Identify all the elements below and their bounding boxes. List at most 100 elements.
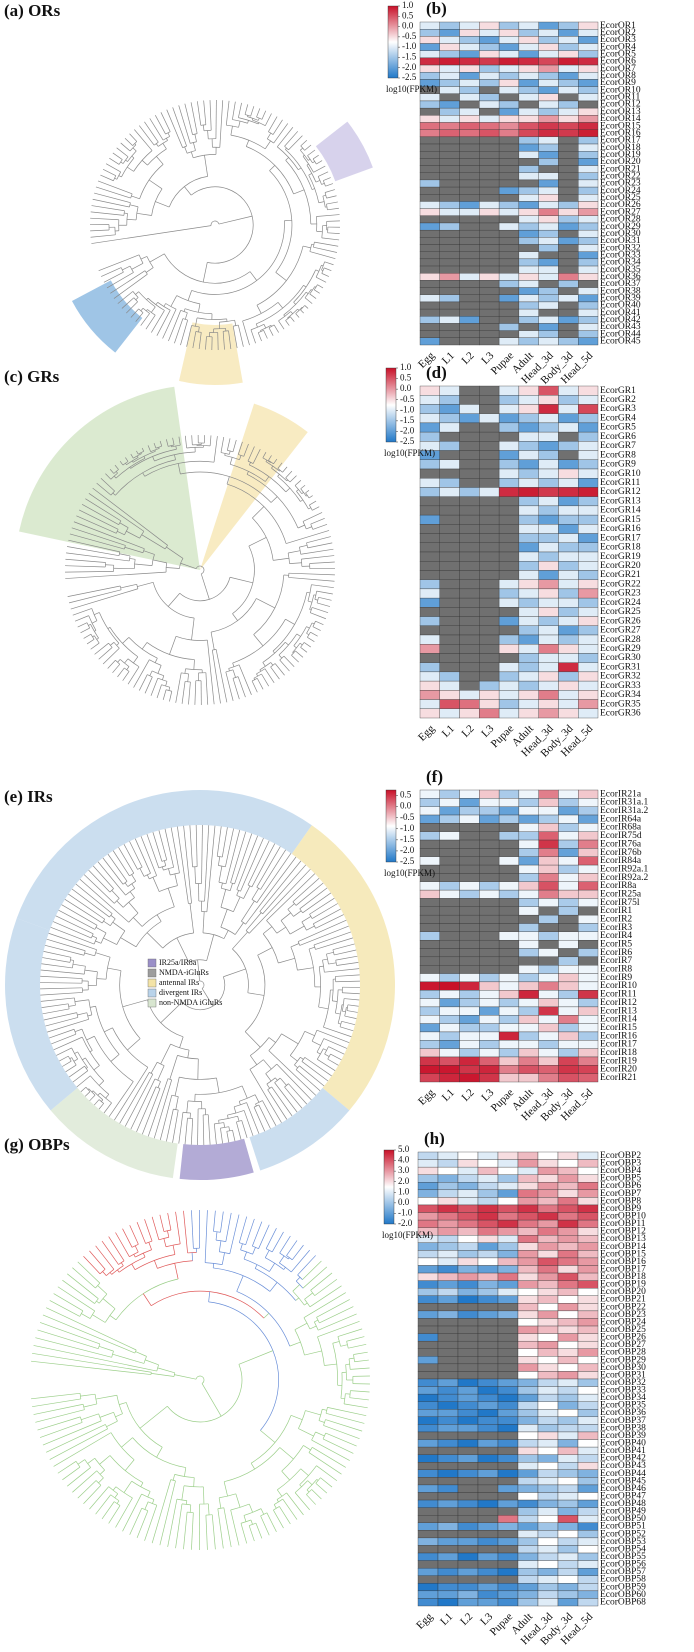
missing-cell bbox=[439, 931, 460, 941]
tree-branch bbox=[130, 308, 139, 318]
colorbar-tick-label: 4.0 bbox=[398, 1155, 410, 1165]
row-label: EcorIR11 bbox=[600, 990, 637, 1000]
row-label: EcorGR6 bbox=[600, 432, 636, 442]
tree-branch bbox=[312, 1447, 346, 1468]
tree-branch bbox=[190, 141, 197, 144]
heatmap-cell bbox=[419, 699, 440, 709]
tree-branch bbox=[270, 325, 272, 327]
tree-branch bbox=[295, 650, 304, 658]
missing-cell bbox=[497, 1348, 519, 1357]
tree-branch bbox=[62, 1466, 81, 1481]
row-label: EcorIR21a bbox=[600, 789, 642, 799]
tree-branch bbox=[300, 139, 308, 147]
tree-branch bbox=[184, 146, 188, 154]
tree-branch bbox=[99, 1469, 105, 1475]
tree-branch bbox=[271, 1231, 284, 1253]
heatmap-cell bbox=[417, 1182, 439, 1191]
heatmap-cell bbox=[537, 1469, 559, 1478]
tree-branch bbox=[135, 291, 139, 295]
heatmap-cell bbox=[538, 1015, 559, 1024]
tree-branch bbox=[220, 1211, 224, 1233]
tree-branch bbox=[212, 1263, 215, 1268]
heatmap-cell bbox=[497, 1401, 519, 1410]
heatmap-cell bbox=[557, 1424, 579, 1433]
tree-branch bbox=[286, 1240, 298, 1256]
heatmap-cell bbox=[457, 1212, 479, 1221]
tree-branch bbox=[232, 545, 255, 614]
tree-branch bbox=[65, 571, 167, 579]
row-label: EcorOR6 bbox=[600, 57, 636, 67]
heatmap-cell bbox=[538, 505, 559, 516]
tree-branch bbox=[88, 615, 97, 631]
tree-branch bbox=[324, 1363, 337, 1366]
heatmap-cell bbox=[537, 1288, 559, 1296]
tree-branch bbox=[80, 1087, 87, 1093]
heatmap-cell bbox=[477, 1295, 499, 1304]
missing-cell bbox=[498, 179, 520, 188]
heatmap-cell bbox=[577, 1295, 599, 1304]
heatmap-cell bbox=[439, 72, 460, 80]
heatmap-cell bbox=[439, 998, 460, 1008]
tree-branch bbox=[308, 1452, 342, 1475]
tree-branch bbox=[117, 667, 125, 678]
missing-cell bbox=[417, 1507, 439, 1516]
tree-branch bbox=[284, 131, 299, 147]
tree-branch bbox=[312, 154, 319, 160]
tree-branch bbox=[65, 565, 106, 568]
tree-branch bbox=[147, 309, 156, 316]
heatmap-cell bbox=[419, 29, 440, 37]
missing-cell bbox=[498, 505, 520, 516]
tree-branch bbox=[98, 1345, 114, 1352]
missing-cell bbox=[498, 906, 520, 916]
missing-cell bbox=[459, 100, 480, 109]
missing-cell bbox=[459, 172, 480, 181]
row-label: EcorOR42 bbox=[600, 315, 641, 325]
heatmap-cell bbox=[517, 1552, 539, 1561]
tree-branch bbox=[258, 122, 260, 125]
heatmap-cell bbox=[497, 1393, 519, 1402]
missing-cell bbox=[498, 956, 520, 966]
heatmap-cell bbox=[459, 413, 480, 424]
missing-cell bbox=[457, 1325, 479, 1334]
tree-branch bbox=[65, 558, 106, 563]
heatmap-cell bbox=[518, 280, 539, 288]
heatmap-cell bbox=[517, 1575, 539, 1584]
tree-branch bbox=[328, 1046, 345, 1055]
tree-branch bbox=[290, 946, 298, 971]
heatmap-cell bbox=[419, 806, 440, 816]
row-label: EcorOBP13 bbox=[600, 1234, 646, 1244]
tree-branch bbox=[309, 293, 317, 299]
heatmap-cell bbox=[459, 208, 480, 216]
row-label: EcorOBP3 bbox=[600, 1159, 641, 1169]
heatmap-cell bbox=[439, 36, 460, 44]
tree-branch bbox=[350, 1367, 370, 1370]
heatmap-cell bbox=[497, 1484, 519, 1493]
heatmap-cell bbox=[498, 990, 520, 999]
tree-branch bbox=[136, 1510, 149, 1539]
tree-branch bbox=[156, 1446, 163, 1458]
trees bbox=[5, 100, 395, 1551]
tree-branch bbox=[104, 1308, 116, 1323]
tree-branch bbox=[140, 313, 150, 326]
heatmap-cell bbox=[497, 1590, 519, 1599]
missing-cell bbox=[459, 229, 480, 238]
heatmap-cell bbox=[537, 1212, 559, 1221]
tree-branch bbox=[239, 1242, 246, 1246]
heatmap-cell bbox=[578, 459, 599, 470]
tree-branch bbox=[102, 648, 120, 665]
heatmap-cell bbox=[518, 316, 539, 324]
missing-cell bbox=[419, 848, 440, 857]
tree-branch bbox=[276, 127, 294, 148]
row-label: EcorOR33 bbox=[600, 250, 641, 260]
heatmap-cell bbox=[517, 1204, 539, 1213]
missing-cell bbox=[558, 948, 579, 958]
tree-branch bbox=[304, 289, 312, 299]
heatmap-cell bbox=[479, 64, 500, 73]
tree-branch bbox=[285, 157, 289, 161]
tree-branch bbox=[46, 1307, 137, 1351]
missing-cell bbox=[459, 143, 480, 152]
heatmap-cell bbox=[557, 1265, 579, 1274]
row-label: EcorGR3 bbox=[600, 404, 636, 414]
clade-highlight bbox=[16, 790, 312, 931]
heatmap-cell bbox=[419, 413, 440, 424]
